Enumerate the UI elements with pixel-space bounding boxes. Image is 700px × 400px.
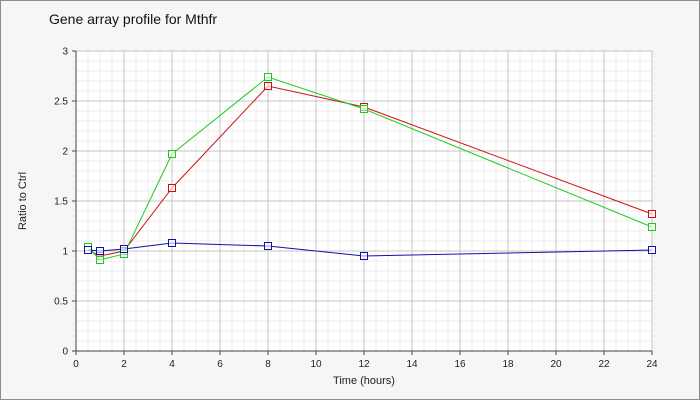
y-axis-label: Ratio to Ctrl xyxy=(17,172,29,230)
x-tick-label: 10 xyxy=(310,359,322,370)
y-tick-label: 2.5 xyxy=(54,97,68,108)
y-tick-label: 3 xyxy=(62,47,68,58)
y-tick-label: 2 xyxy=(62,147,68,158)
y-tick-label: 1 xyxy=(62,247,68,258)
series-3-point xyxy=(264,242,272,250)
series-3-point xyxy=(648,246,656,254)
series-2-point xyxy=(96,256,104,264)
y-tick-label: 0 xyxy=(62,347,68,358)
y-tick-label: 0.5 xyxy=(54,297,68,308)
x-tick-label: 24 xyxy=(646,359,658,370)
y-tick-label: 1.5 xyxy=(54,197,68,208)
x-tick-label: 22 xyxy=(598,359,610,370)
series-1-point xyxy=(648,210,656,218)
series-3-point xyxy=(96,247,104,255)
series-2-point xyxy=(264,73,272,81)
x-tick-label: 2 xyxy=(121,359,127,370)
x-tick-label: 0 xyxy=(73,359,79,370)
series-1-point xyxy=(168,184,176,192)
x-axis-label: Time (hours) xyxy=(333,375,395,387)
x-tick-label: 6 xyxy=(217,359,223,370)
x-tick-label: 12 xyxy=(358,359,370,370)
series-3-point xyxy=(120,245,128,253)
series-3-point xyxy=(360,252,368,260)
chart-title: Gene array profile for Mthfr xyxy=(49,11,218,27)
x-tick-label: 16 xyxy=(454,359,466,370)
x-tick-label: 20 xyxy=(550,359,562,370)
x-tick-label: 18 xyxy=(502,359,514,370)
x-tick-label: 4 xyxy=(169,359,175,370)
x-tick-label: 14 xyxy=(406,359,418,370)
series-1-point xyxy=(264,82,272,90)
series-2-point xyxy=(168,150,176,158)
x-tick-label: 8 xyxy=(265,359,271,370)
series-3-point xyxy=(168,239,176,247)
series-2-point xyxy=(648,223,656,231)
series-3-point xyxy=(84,246,92,254)
series-2-point xyxy=(360,105,368,113)
